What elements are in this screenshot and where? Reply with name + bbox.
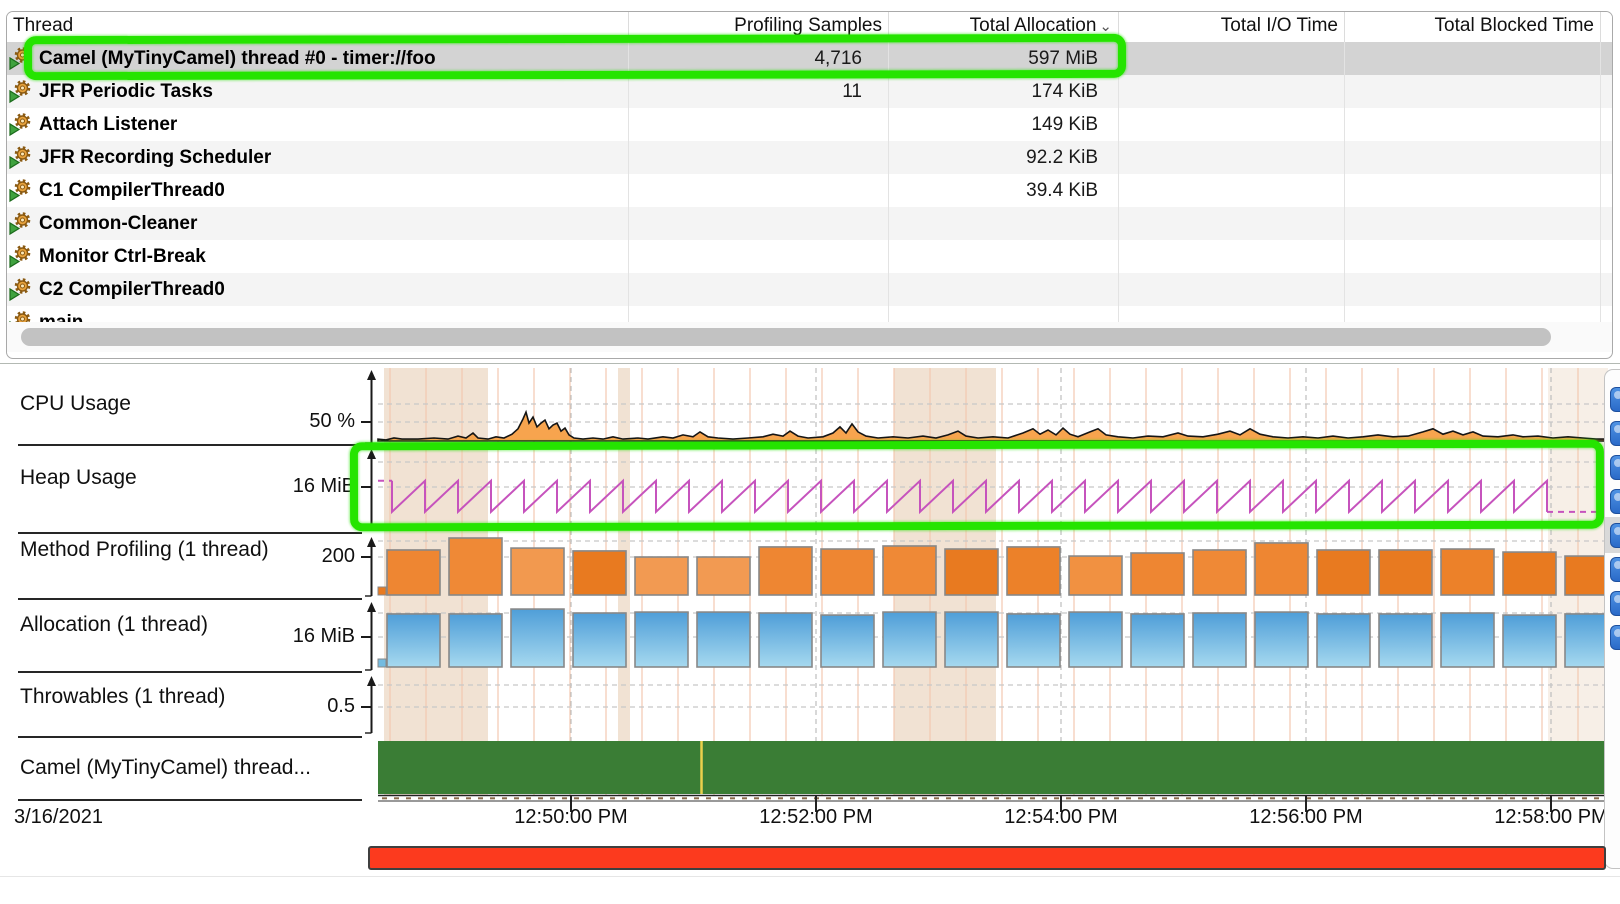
allocation-bar[interactable]: [759, 613, 812, 667]
chart-action-button-7[interactable]: [1610, 591, 1620, 616]
lane-label-heap-usage: Heap Usage: [20, 466, 137, 490]
allocation-bar[interactable]: [387, 614, 440, 667]
allocation-bar[interactable]: [635, 612, 688, 667]
method-profiling-bar[interactable]: [1441, 549, 1494, 595]
method-profiling-bar[interactable]: [449, 538, 502, 595]
method-profiling-bar[interactable]: [1317, 550, 1370, 595]
lane-label-camel-mytinycamel-thread-: Camel (MyTinyCamel) thread...: [20, 756, 311, 780]
lane-separator: [18, 532, 362, 534]
profiler-window: ThreadProfiling SamplesTotal Allocation⌄…: [0, 0, 1620, 904]
allocation-bar[interactable]: [449, 614, 502, 667]
axis-arrow-icon: [367, 602, 376, 612]
chart-action-button-4[interactable]: [1610, 489, 1620, 514]
method-profiling-bar[interactable]: [387, 550, 440, 595]
chart-action-button-3[interactable]: [1610, 455, 1620, 480]
allocation-bar[interactable]: [1069, 612, 1122, 667]
method-profiling-bar[interactable]: [1193, 550, 1246, 595]
axis-arrow-icon: [367, 449, 376, 459]
allocation-bar[interactable]: [1565, 614, 1608, 667]
allocation-bar[interactable]: [945, 612, 998, 667]
allocation-bar[interactable]: [1193, 613, 1246, 667]
method-profiling-bar[interactable]: [1007, 547, 1060, 595]
allocation-bar[interactable]: [1255, 612, 1308, 667]
method-profiling-bar[interactable]: [635, 557, 688, 595]
lane-label-cpu-usage: CPU Usage: [20, 392, 131, 416]
allocation-bar[interactable]: [1503, 615, 1556, 667]
method-profiling-bar[interactable]: [1379, 550, 1432, 595]
method-profiling-bar[interactable]: [511, 548, 564, 595]
allocation-bar[interactable]: [697, 612, 750, 667]
allocation-bar[interactable]: [1379, 614, 1432, 667]
time-range-scrollbar[interactable]: [368, 846, 1606, 870]
method-profiling-bar[interactable]: [1503, 552, 1556, 595]
method-profiling-bar[interactable]: [573, 551, 626, 595]
method-profiling-bar[interactable]: [697, 557, 750, 595]
thread-activity-span[interactable]: [378, 741, 1608, 794]
method-profiling-bar[interactable]: [945, 549, 998, 595]
axis-arrow-icon: [367, 370, 376, 380]
chart-action-button-2[interactable]: [1610, 421, 1620, 446]
allocation-bar[interactable]: [573, 613, 626, 667]
lane-separator: [18, 799, 362, 801]
allocation-bar[interactable]: [511, 609, 564, 667]
lane-label-allocation-1-thread-: Allocation (1 thread): [20, 613, 208, 637]
chart-action-button-6[interactable]: [1610, 557, 1620, 582]
method-profiling-bar[interactable]: [821, 549, 874, 595]
method-profiling-bar[interactable]: [1131, 553, 1184, 595]
axis-arrow-icon: [367, 537, 376, 547]
allocation-bar[interactable]: [883, 612, 936, 667]
axis-tick-label: 50 %: [225, 410, 355, 433]
method-profiling-bar[interactable]: [1255, 543, 1308, 595]
allocation-bar[interactable]: [821, 615, 874, 667]
lane-label-throwables-1-thread-: Throwables (1 thread): [20, 685, 225, 709]
method-profiling-bar[interactable]: [883, 546, 936, 595]
axis-tick-label: 16 MiB: [225, 625, 355, 648]
method-profiling-bar[interactable]: [1069, 556, 1122, 595]
method-profiling-bar[interactable]: [1565, 556, 1608, 595]
allocation-bar[interactable]: [1007, 614, 1060, 667]
axis-tick-label: 16 MiB: [225, 475, 355, 498]
lane-separator: [18, 671, 362, 673]
axis-tick-label: 0.5: [225, 695, 355, 718]
lane-separator: [18, 444, 362, 446]
chart-action-button-5[interactable]: [1610, 523, 1620, 548]
lane-separator: [18, 736, 362, 738]
chart-action-button-1[interactable]: [1610, 387, 1620, 412]
axis-arrow-icon: [367, 676, 376, 686]
allocation-bar[interactable]: [1317, 614, 1370, 667]
event-marker-line: [700, 741, 703, 794]
allocation-bar[interactable]: [1131, 614, 1184, 667]
allocation-bar[interactable]: [1441, 613, 1494, 667]
method-profiling-bar[interactable]: [759, 547, 812, 595]
lane-separator: [18, 598, 362, 600]
axis-tick-label: 200: [225, 545, 355, 568]
chart-action-button-8[interactable]: [1610, 625, 1620, 650]
